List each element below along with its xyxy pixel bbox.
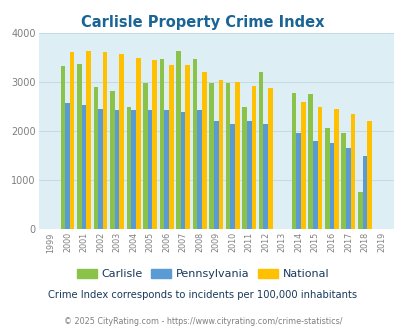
Bar	[312, 141, 317, 229]
Bar	[357, 192, 362, 229]
Bar	[258, 72, 263, 229]
Bar	[291, 93, 296, 229]
Text: © 2025 CityRating.com - https://www.cityrating.com/crime-statistics/: © 2025 CityRating.com - https://www.city…	[64, 317, 341, 326]
Bar	[362, 156, 366, 229]
Bar	[242, 107, 246, 229]
Bar	[168, 65, 173, 229]
Bar	[136, 57, 140, 229]
Bar	[345, 148, 350, 229]
Legend: Carlisle, Pennsylvania, National: Carlisle, Pennsylvania, National	[72, 265, 333, 284]
Bar	[225, 83, 230, 229]
Bar	[317, 107, 322, 229]
Bar	[213, 121, 218, 229]
Bar	[246, 121, 251, 229]
Bar	[77, 64, 81, 229]
Bar	[263, 124, 267, 229]
Bar	[86, 51, 91, 229]
Bar	[329, 143, 333, 229]
Bar	[159, 58, 164, 229]
Bar	[333, 109, 338, 229]
Bar	[119, 53, 124, 229]
Bar	[324, 128, 329, 229]
Bar	[143, 83, 147, 229]
Bar	[230, 124, 234, 229]
Bar	[197, 110, 202, 229]
Bar	[350, 114, 354, 229]
Bar	[65, 103, 70, 229]
Bar	[341, 133, 345, 229]
Bar	[94, 87, 98, 229]
Bar	[192, 58, 197, 229]
Text: Carlisle Property Crime Index: Carlisle Property Crime Index	[81, 15, 324, 30]
Bar	[251, 85, 256, 229]
Bar	[164, 110, 168, 229]
Bar	[180, 112, 185, 229]
Bar	[296, 133, 301, 229]
Bar	[147, 110, 152, 229]
Bar	[185, 65, 190, 229]
Bar	[209, 83, 213, 229]
Bar	[115, 110, 119, 229]
Bar	[102, 52, 107, 229]
Bar	[301, 102, 305, 229]
Bar	[126, 107, 131, 229]
Bar	[98, 109, 102, 229]
Bar	[152, 60, 157, 229]
Bar	[70, 52, 74, 229]
Bar	[131, 110, 136, 229]
Bar	[176, 51, 180, 229]
Bar	[308, 94, 312, 229]
Bar	[202, 72, 206, 229]
Bar	[366, 121, 371, 229]
Text: Crime Index corresponds to incidents per 100,000 inhabitants: Crime Index corresponds to incidents per…	[48, 290, 357, 300]
Bar	[81, 105, 86, 229]
Bar	[218, 80, 223, 229]
Bar	[110, 91, 115, 229]
Bar	[234, 82, 239, 229]
Bar	[267, 88, 272, 229]
Bar	[60, 66, 65, 229]
